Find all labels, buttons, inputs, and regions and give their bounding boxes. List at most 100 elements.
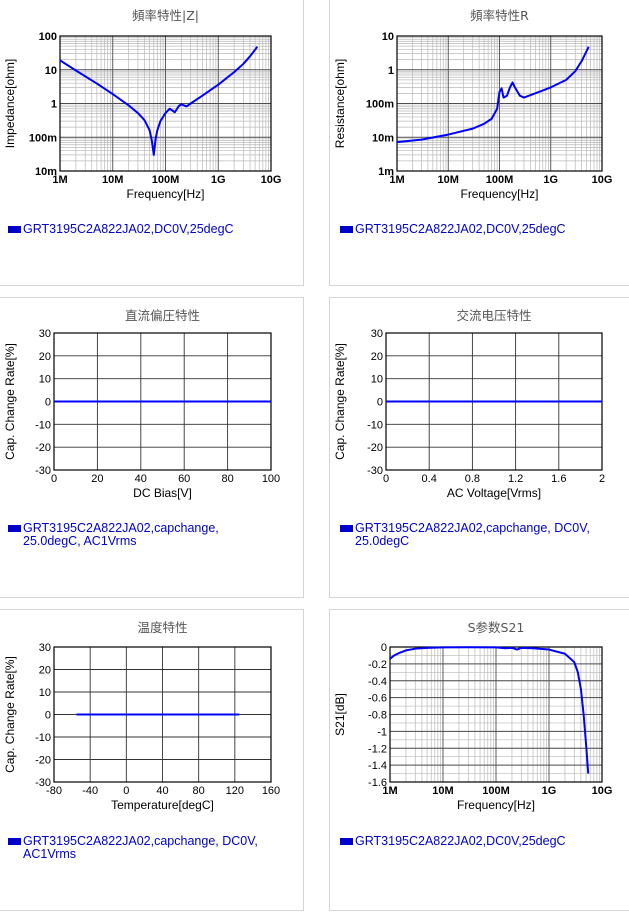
chart-legend: GRT3195C2A822JA02,DC0V,25degC	[340, 223, 566, 236]
chart-title: 交流电压特性	[456, 308, 531, 323]
x-tick-label: 10M	[432, 785, 453, 797]
y-tick-label: 100	[39, 31, 57, 43]
legend-label: GRT3195C2A822JA02,DC0V,25degC	[355, 834, 566, 848]
x-axis-label: AC Voltage[Vrms]	[447, 486, 541, 500]
x-tick-label: 1G	[543, 174, 558, 186]
chart-legend: GRT3195C2A822JA02,DC0V,25degC	[340, 835, 566, 848]
y-tick-label: -1.6	[368, 777, 387, 789]
y-tick-label: 10m	[35, 166, 57, 178]
legend-swatch	[340, 525, 353, 532]
legend-label: GRT3195C2A822JA02,capchange, DC0V, 25.0d…	[355, 521, 590, 548]
legend-swatch	[340, 838, 353, 845]
x-tick-label: 1G	[542, 785, 557, 797]
y-tick-label: -1.4	[368, 760, 387, 772]
y-tick-label: 0	[45, 710, 51, 722]
y-axis-label: Impedance[ohm]	[3, 59, 17, 148]
y-tick-label: 1m	[378, 166, 394, 178]
legend-label: GRT3195C2A822JA02,capchange, 25.0degC, A…	[23, 521, 219, 548]
x-tick-label: 100	[262, 473, 280, 485]
plot-frame	[53, 646, 272, 783]
plot-frame	[396, 35, 603, 172]
y-tick-label: 10	[382, 31, 394, 43]
legend-label: GRT3195C2A822JA02,DC0V,25degC	[355, 222, 566, 236]
chart-panel-s21: S参数S21 1M 10M 100M 1G 10G 0 -0.2 -0.4 -0.6 -0.8 -1 -…	[329, 609, 629, 911]
y-tick-label: 10	[45, 65, 57, 77]
chart-panel-temperature: 温度特性 -80 -40 0 40 80 120 160 -30 -20 -10 0 10 20 30 Tem…	[0, 609, 304, 911]
x-axis-label: Frequency[Hz]	[126, 187, 204, 201]
chart-title: 直流偏圧特性	[125, 308, 200, 323]
x-axis-label: Temperature[degC]	[111, 798, 214, 812]
y-tick-label: -1	[377, 726, 387, 738]
y-tick-label: 30	[371, 328, 383, 340]
y-tick-label: 30	[39, 642, 51, 654]
x-tick-label: 0.8	[465, 473, 480, 485]
x-tick-label: -80	[46, 785, 62, 797]
y-tick-label: 10	[39, 374, 51, 386]
y-tick-label: -10	[35, 419, 51, 431]
x-tick-label: 100M	[486, 174, 514, 186]
x-tick-label: 1M	[382, 785, 397, 797]
x-tick-label: 40	[156, 785, 168, 797]
x-tick-label: 10M	[438, 174, 459, 186]
y-tick-label: -0.6	[368, 693, 387, 705]
y-tick-label: -0.4	[368, 676, 387, 688]
y-tick-label: -20	[35, 442, 51, 454]
x-tick-label: 1.6	[551, 473, 566, 485]
chart-panel-dc-bias: 直流偏圧特性 0 20 40 60 80 100 -30 -20 -10 0 10 20 30 DC Bia…	[0, 297, 304, 598]
x-tick-label: 10G	[261, 174, 282, 186]
x-tick-label: 0.4	[422, 473, 437, 485]
y-tick-label: -1.2	[368, 743, 387, 755]
y-tick-label: -30	[35, 777, 51, 789]
y-tick-label: -10	[367, 419, 383, 431]
y-tick-label: 0	[45, 397, 51, 409]
x-axis-label: Frequency[Hz]	[460, 187, 538, 201]
x-tick-label: -40	[82, 785, 98, 797]
series-line	[396, 46, 590, 144]
temperature-chart: 温度特性 -80 -40 0 40 80 120 160 -30 -20 -10 0 10 20 30 Tem…	[3, 620, 280, 812]
impedance-chart: 頻率特性|Z| 1M 10M 100M 1G 10G 10m 100m 1 10 100 Freque…	[3, 8, 282, 201]
legend-swatch	[8, 226, 21, 233]
y-tick-label: 100m	[29, 132, 57, 144]
y-tick-label: 0	[377, 397, 383, 409]
x-tick-label: 0	[383, 473, 389, 485]
chart-title: 頻率特性|Z|	[132, 8, 199, 23]
x-tick-label: 0	[51, 473, 57, 485]
legend-label: GRT3195C2A822JA02,capchange, DC0V, AC1Vr…	[23, 834, 258, 861]
chart-panel-resistance: 頻率特性R 1M 10M 100M 1G 10G 1m 10m 100m 1 10 Frequency…	[329, 0, 629, 286]
legend-label: GRT3195C2A822JA02,DC0V,25degC	[23, 222, 234, 236]
chart-title: S参数S21	[468, 620, 525, 635]
y-tick-label: 0	[381, 642, 387, 654]
chart-legend: GRT3195C2A822JA02,capchange, DC0V, AC1Vr…	[8, 835, 258, 861]
y-tick-label: 1	[388, 65, 394, 77]
x-tick-label: 10M	[102, 174, 123, 186]
y-tick-label: -10	[35, 732, 51, 744]
x-tick-label: 10G	[592, 785, 613, 797]
x-tick-label: 2	[599, 473, 605, 485]
x-tick-label: 1.2	[508, 473, 523, 485]
x-tick-label: 10G	[592, 174, 613, 186]
x-tick-label: 100M	[482, 785, 510, 797]
x-tick-label: 120	[226, 785, 244, 797]
dc-bias-chart: 直流偏圧特性 0 20 40 60 80 100 -30 -20 -10 0 10 20 30 DC Bia…	[3, 308, 280, 500]
x-tick-label: 60	[178, 473, 190, 485]
legend-swatch	[340, 226, 353, 233]
y-tick-label: 100m	[366, 99, 394, 111]
x-tick-label: 80	[221, 473, 233, 485]
y-axis-label: Cap. Change Rate[%]	[3, 656, 17, 773]
chart-title: 頻率特性R	[470, 8, 529, 23]
y-tick-label: 20	[39, 351, 51, 363]
y-tick-label: 20	[39, 665, 51, 677]
chart-panel-ac-voltage: 交流电压特性 0 0.4 0.8 1.2 1.6 2 -30 -20 -10 0 10 20 30 AC V…	[329, 297, 629, 598]
x-axis-label: Frequency[Hz]	[457, 798, 535, 812]
y-tick-label: 1	[51, 99, 57, 111]
y-axis-label: S21[dB]	[333, 693, 347, 736]
x-tick-label: 100M	[152, 174, 180, 186]
x-tick-label: 1M	[52, 174, 67, 186]
x-tick-label: 40	[135, 473, 147, 485]
x-axis-label: DC Bias[V]	[133, 486, 192, 500]
y-tick-label: -20	[367, 442, 383, 454]
chart-legend: GRT3195C2A822JA02,capchange, 25.0degC, A…	[8, 522, 219, 548]
y-tick-label: -0.8	[368, 710, 387, 722]
y-axis-label: Cap. Change Rate[%]	[333, 343, 347, 460]
x-tick-label: 0	[123, 785, 129, 797]
